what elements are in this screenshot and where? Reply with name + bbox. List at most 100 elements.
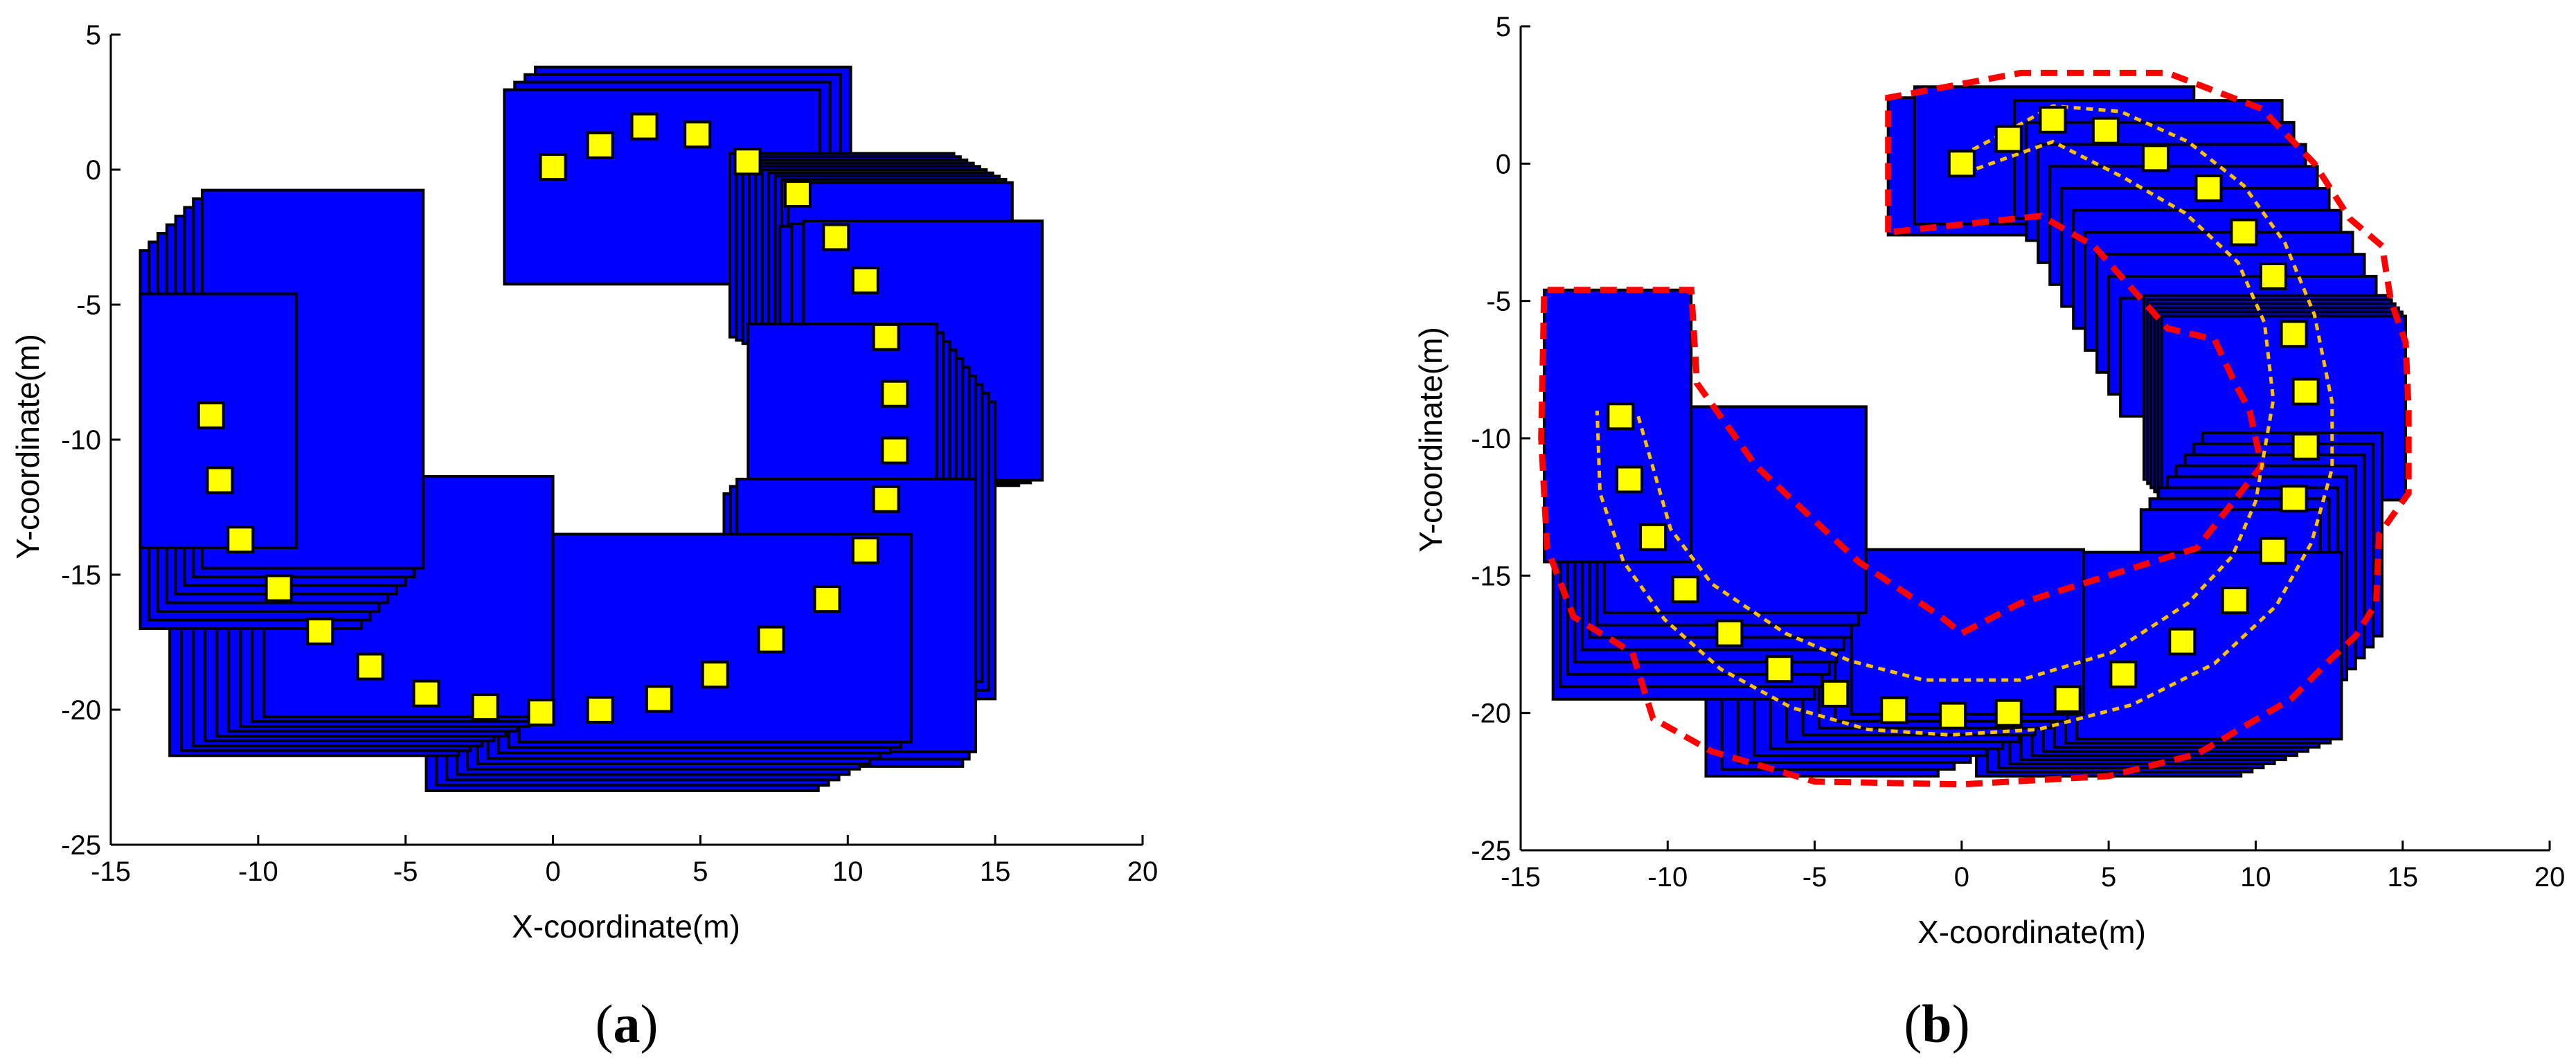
waypoint-marker (645, 685, 673, 713)
x-tick-label: 5 (2101, 862, 2116, 893)
waypoint-marker (2221, 586, 2249, 615)
envelope-boundary (1538, 69, 2412, 788)
y-axis-title: Y-coordinate(m) (1413, 327, 1449, 553)
x-tick-label: 10 (832, 857, 864, 887)
y-tick-label: -25 (61, 830, 101, 861)
waypoint-marker (2280, 485, 2308, 513)
x-tick-label: 15 (980, 857, 1011, 887)
waypoint-marker (539, 153, 567, 181)
x-tick-label: 20 (2534, 862, 2566, 893)
waypoint-marker (2280, 320, 2308, 348)
waypoint-marker (701, 661, 729, 689)
waypoint-marker (197, 401, 225, 429)
y-tick-label: 5 (1496, 12, 1511, 42)
waypoint-marker (2291, 377, 2320, 406)
y-tick-label: 5 (86, 20, 101, 51)
waypoint-marker (586, 131, 614, 159)
y-tick-label: -10 (61, 425, 101, 456)
waypoint-marker (1639, 523, 1667, 551)
waypoint-marker (757, 625, 785, 654)
waypoint-marker (1715, 619, 1744, 647)
waypoint-marker (630, 112, 659, 141)
waypoint-marker (783, 180, 812, 208)
waypoint-marker (2259, 537, 2287, 565)
panel-b: -15 -10 -5 0 5 10 15 20 5 0 -5 -10 -15 -20 -25 X-coord… (1413, 12, 2565, 1054)
plot-area (1538, 69, 2412, 788)
waypoint-marker (586, 696, 614, 724)
waypoint-marker (206, 466, 234, 494)
y-tick-label: 0 (86, 155, 101, 186)
y-tick-label: -20 (1471, 699, 1511, 729)
waypoint-marker (2109, 661, 2138, 689)
y-tick-label: -15 (61, 560, 101, 591)
waypoint-marker (881, 379, 909, 408)
waypoint-marker (1765, 655, 1794, 683)
x-tick-label: -10 (1647, 862, 1688, 893)
panel-label: (b) (1904, 994, 1969, 1054)
x-tick-label: 0 (1954, 862, 1969, 893)
x-tick-label: 5 (692, 857, 708, 887)
waypoint-marker (356, 652, 384, 681)
axes: -15 -10 -5 0 5 10 15 20 5 0 -5 -10 -15 -20 -25 (61, 20, 1158, 887)
y-tick-label: -5 (76, 290, 101, 321)
waypoint-marker (881, 436, 909, 465)
footprint-rect (2075, 550, 2343, 741)
waypoint-marker (822, 223, 850, 251)
waypoint-marker (2194, 174, 2223, 203)
x-tick-label: -15 (1501, 862, 1541, 893)
waypoint-marker (2230, 218, 2258, 246)
waypoint-marker (1616, 465, 1644, 494)
y-tick-label: -25 (1471, 836, 1511, 866)
path-boundaries (1595, 104, 2334, 737)
x-axis-title: X-coordinate(m) (1917, 914, 2146, 950)
x-tick-label: -15 (91, 857, 131, 887)
waypoint-marker (2039, 105, 2067, 134)
waypoint-marker (683, 120, 712, 149)
y-tick-label: 0 (1496, 149, 1511, 179)
waypoint-marker (527, 698, 555, 726)
panel-a: -15 -10 -5 0 5 10 15 20 5 0 -5 -10 -15 -20 -25 X-coord… (10, 20, 1158, 1054)
waypoint-marker (1821, 679, 1850, 708)
x-tick-label: 10 (2240, 862, 2271, 893)
y-tick-label: -10 (1471, 424, 1511, 454)
footprint-rect (517, 532, 913, 744)
waypoint-marker (1994, 125, 2023, 153)
y-tick-label: -20 (61, 695, 101, 726)
robot-footprints (1542, 85, 2407, 778)
waypoint-marker (265, 574, 293, 602)
plot-area (138, 65, 1044, 792)
waypoint-marker (813, 585, 841, 613)
x-tick-label: 0 (545, 857, 560, 887)
path-boundary-line (1595, 104, 2334, 737)
x-axis-title: X-coordinate(m) (512, 908, 740, 944)
robot-footprints (138, 65, 1044, 792)
waypoint-marker (226, 526, 255, 554)
panel-label: (a) (596, 994, 659, 1054)
waypoint-marker (471, 693, 499, 721)
axes: -15 -10 -5 0 5 10 15 20 5 0 -5 -10 -15 -20 -25 (1471, 12, 2565, 893)
waypoint-marker (1947, 150, 1976, 178)
waypoint-marker (1939, 701, 1967, 730)
y-tick-label: -15 (1471, 561, 1511, 591)
waypoint-marker (2053, 685, 2082, 713)
waypoint-marker (306, 617, 334, 645)
y-tick-label: -5 (1486, 287, 1511, 317)
waypoint-marker (2091, 116, 2120, 145)
path-boundary-line (1636, 139, 2275, 682)
waypoint-marker (872, 323, 900, 351)
waypoint-marker (851, 536, 879, 564)
x-tick-label: 15 (2387, 862, 2418, 893)
waypoint-marker (733, 147, 762, 176)
waypoint-marker (2259, 262, 2287, 290)
x-tick-label: 20 (1127, 857, 1159, 887)
waypoint-marker (851, 266, 879, 294)
waypoint-marker (2168, 627, 2197, 656)
waypoint-marker (872, 485, 900, 513)
waypoint-marker (1607, 402, 1635, 431)
waypoint-marker (1880, 696, 1908, 724)
y-axis-title: Y-coordinate(m) (10, 334, 46, 559)
waypoint-markers (1607, 105, 2320, 730)
x-tick-label: -10 (238, 857, 278, 887)
waypoint-marker (2291, 432, 2320, 460)
